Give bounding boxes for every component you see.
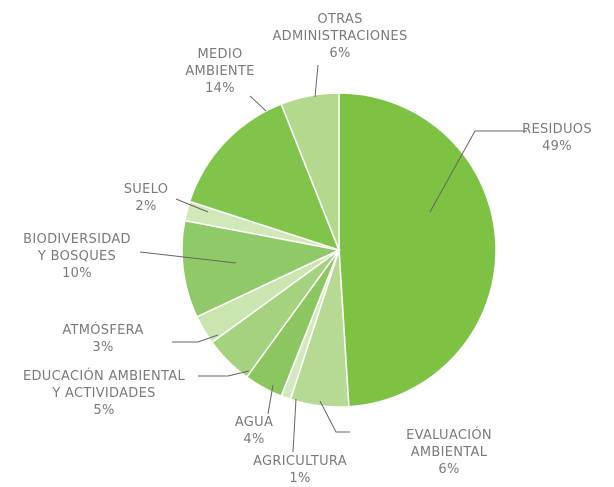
- slice-label: RESIDUOS 49%: [522, 121, 592, 155]
- pie-slice: [338, 92, 497, 408]
- slice-label: EVALUACIÓN AMBIENTAL 6%: [367, 427, 532, 478]
- slice-label: EDUCACIÓN AMBIENTAL Y ACTIVIDADES 5%: [23, 368, 185, 419]
- leader-line: [314, 64, 319, 98]
- value-label: 3%: [92, 340, 114, 355]
- leader-line: [249, 95, 267, 112]
- leader-line: [319, 400, 350, 433]
- slice-label: AGRICULTURA 1%: [253, 453, 347, 487]
- category-label: AGRICULTURA: [253, 454, 347, 469]
- category-label: EDUCACIÓN AMBIENTAL Y ACTIVIDADES: [22, 369, 186, 401]
- category-label: SUELO: [123, 182, 169, 197]
- leader-line: [267, 384, 274, 415]
- category-label: RESIDUOS: [522, 122, 592, 137]
- pie-slice: [188, 103, 341, 252]
- slice-label: ATMÓSFERA 3%: [62, 322, 143, 356]
- leader-line: [198, 370, 250, 377]
- slice-label: AGUA 4%: [235, 414, 273, 448]
- slice-label: BIODIVERSIDAD Y BOSQUES 10%: [23, 231, 131, 282]
- value-label: 5%: [93, 403, 115, 418]
- slice-label: MEDIO AMBIENTE 14%: [185, 46, 254, 97]
- category-label: MEDIO AMBIENTE: [185, 47, 255, 79]
- category-label: AGUA: [234, 415, 274, 430]
- category-label: ATMÓSFERA: [62, 323, 144, 338]
- leader-line: [172, 334, 219, 343]
- value-label: 1%: [289, 471, 311, 486]
- category-label: OTRAS ADMINISTRACIONES: [272, 12, 408, 44]
- pie-slice: [181, 219, 342, 318]
- category-label: BIODIVERSIDAD Y BOSQUES: [23, 232, 131, 264]
- value-label: 14%: [205, 81, 235, 96]
- value-label: 6%: [329, 46, 351, 61]
- slice-label: OTRAS ADMINISTRACIONES 6%: [272, 11, 407, 62]
- leader-line: [139, 251, 237, 264]
- value-label: 49%: [542, 139, 572, 154]
- leader-line: [292, 398, 297, 453]
- value-label: 10%: [62, 266, 92, 281]
- value-label: 2%: [135, 199, 157, 214]
- slice-label: SUELO 2%: [124, 181, 169, 215]
- leader-line: [429, 130, 527, 213]
- pie-slice: [280, 92, 340, 251]
- value-label: 4%: [243, 432, 265, 447]
- category-label: EVALUACIÓN AMBIENTAL: [406, 428, 492, 460]
- leader-line: [175, 198, 209, 213]
- value-label: 6%: [438, 462, 460, 477]
